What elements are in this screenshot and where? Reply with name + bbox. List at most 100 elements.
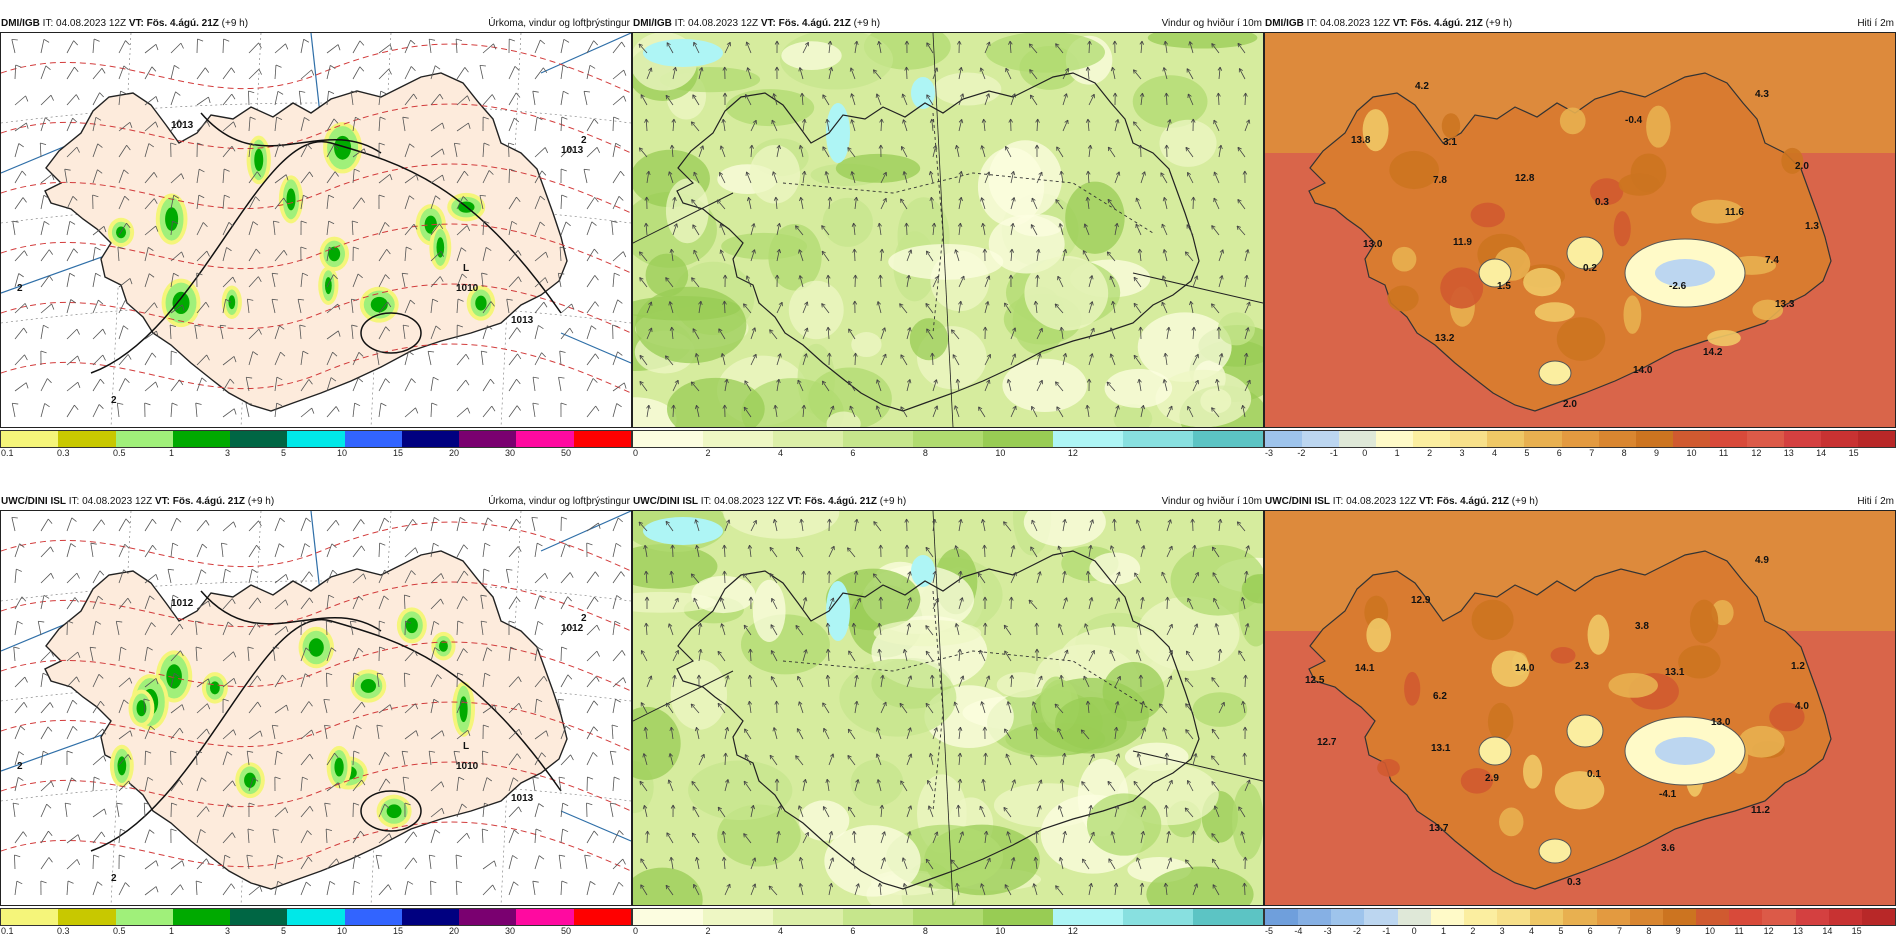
colorbar-tick-label: 10 — [995, 926, 1006, 936]
iceland-coastline — [676, 550, 1200, 890]
colorbar-tick-label: 10 — [337, 926, 348, 936]
colorbar-swatch — [1463, 909, 1498, 925]
isobars — [90, 112, 562, 374]
map-canvas: 4.9 12.9 3.8 12.5 14.1 6.2 14.0 2.3 13.1 1.2 12.7 1… — [1265, 511, 1895, 905]
map-label: 2 — [581, 135, 587, 146]
colorbar-tick-label: 12 — [1751, 448, 1762, 458]
map-label: 1010 — [456, 761, 479, 772]
colorbar-swatch — [1497, 909, 1531, 925]
colorbar-swatch — [573, 909, 631, 925]
temperature-label: 11.2 — [1751, 805, 1770, 816]
model-name: UWC/DINI ISL — [1, 496, 66, 507]
colorbar-swatch — [913, 909, 983, 925]
model-name: UWC/DINI ISL — [1265, 496, 1330, 507]
init-time: IT: 04.08.2023 12Z — [68, 496, 153, 507]
colorbar-tick-label: 0 — [1362, 448, 1368, 458]
temperature-label: 6.2 — [1433, 691, 1447, 702]
colorbar-tick-label: 3 — [225, 926, 231, 936]
glacier — [1566, 714, 1604, 748]
colorbar-tick-label: 8 — [922, 448, 928, 458]
colorbar-tick-label: -1 — [1329, 448, 1338, 458]
temperature-label: 13.2 — [1435, 333, 1455, 344]
colorbar-tick-label: 4 — [1529, 926, 1535, 936]
colorbar-ticks: 0.1 0.3 0.5 1 3 5 10 15 20 30 50 — [0, 448, 632, 460]
colorbar — [1264, 430, 1896, 448]
colorbar-tick-label: 6 — [1587, 926, 1593, 936]
colorbar-tick-label: -3 — [1323, 926, 1332, 936]
temperature-label: 2.3 — [1575, 661, 1589, 672]
colorbar-tick-label: 0.1 — [1, 926, 14, 936]
dashed-isotherms — [1, 43, 631, 394]
init-time: IT: 04.08.2023 12Z — [1332, 496, 1417, 507]
colorbar-swatch — [1561, 431, 1599, 447]
colorbar-swatch — [1662, 909, 1697, 925]
colorbar-swatch — [516, 431, 574, 447]
product-name: Hiti í 2m — [1857, 18, 1894, 29]
temperature-label: 11.6 — [1725, 207, 1744, 218]
colorbar-tick-label: 1 — [169, 448, 175, 458]
colorbar-swatch — [1487, 431, 1525, 447]
map-canvas — [633, 511, 1263, 905]
colorbar-swatch — [633, 431, 703, 447]
colorbar-swatch — [1762, 909, 1796, 925]
colorbar-tick-label: 13 — [1783, 448, 1794, 458]
colorbar-ticks: -5 -4 -3 -2 -1 0 1 2 3 4 5 6 7 8 9 10 11 12 13 14 15 — [1264, 926, 1896, 938]
colorbar-tick-label: 0.1 — [1, 448, 14, 458]
panel-title-bar: UWC/DINI ISL IT: 04.08.2023 12Z VT: Fös.… — [1264, 494, 1896, 510]
colorbar-swatch — [230, 431, 288, 447]
colorbar-swatch — [1123, 431, 1193, 447]
temperature-label: 4.9 — [1755, 555, 1769, 566]
colorbar-tick-label: -1 — [1382, 926, 1391, 936]
colorbar-swatch — [1746, 431, 1784, 447]
colorbar-ticks: -3 -2 -1 0 1 2 3 4 5 6 7 8 9 10 11 12 13 14 15 — [1264, 448, 1896, 460]
colorbar-tick-label: 7 — [1617, 926, 1623, 936]
temperature-label: 3.8 — [1635, 621, 1649, 632]
colorbar-swatch — [1339, 431, 1377, 447]
panel-run-info: DMI/IGB IT: 04.08.2023 12Z VT: Fös. 4.ág… — [633, 16, 880, 32]
colorbar-tick-label: 5 — [1524, 448, 1530, 458]
forecast-offset: (+9 h) — [1485, 18, 1513, 29]
colorbar-tick-label: -3 — [1265, 448, 1274, 458]
glacier — [1478, 258, 1512, 288]
colorbar-swatch — [344, 909, 402, 925]
map-area — [632, 510, 1264, 906]
temperature-label: 13.7 — [1429, 823, 1449, 834]
init-time: IT: 04.08.2023 12Z — [42, 18, 127, 29]
colorbar-ticks: 0 2 4 6 8 10 12 — [632, 926, 1264, 938]
glacier-core — [1655, 737, 1715, 765]
init-time: IT: 04.08.2023 12Z — [700, 496, 785, 507]
colorbar-swatch — [344, 431, 402, 447]
temperature-label: 13.1 — [1431, 743, 1451, 754]
colorbar-swatch — [1524, 431, 1562, 447]
colorbar-swatch — [1413, 431, 1451, 447]
glacier — [1538, 838, 1572, 864]
colorbar-swatch — [1302, 431, 1340, 447]
colorbar-tick-label: 15 — [393, 926, 404, 936]
map-area: 4.9 12.9 3.8 12.5 14.1 6.2 14.0 2.3 13.1 1.2 12.7 1… — [1264, 510, 1896, 906]
colorbar-tick-label: 14 — [1816, 448, 1827, 458]
panel-run-info: UWC/DINI ISL IT: 04.08.2023 12Z VT: Fös.… — [1, 494, 274, 510]
colorbar-swatch — [58, 909, 116, 925]
panel-run-info: DMI/IGB IT: 04.08.2023 12Z VT: Fös. 4.ág… — [1265, 16, 1512, 32]
temperature-label: 4.3 — [1755, 89, 1769, 100]
colorbar-swatch — [1598, 431, 1636, 447]
colorbar-swatch — [1123, 909, 1193, 925]
colorbar — [632, 908, 1264, 926]
colorbar — [0, 430, 632, 448]
colorbar-swatch — [773, 909, 843, 925]
map-label: 1013 — [511, 793, 534, 804]
colorbar-tick-label: 5 — [1558, 926, 1564, 936]
colorbar-swatch — [1364, 909, 1398, 925]
temperature-label: 14.1 — [1355, 663, 1375, 674]
forecast-offset: (+9 h) — [221, 18, 249, 29]
temperature-label: 0.3 — [1595, 197, 1609, 208]
temperature-label: 14.0 — [1633, 365, 1653, 376]
colorbar-tick-label: 8 — [1621, 448, 1627, 458]
colorbar-tick-label: 15 — [1851, 926, 1862, 936]
colorbar-tick-label: 10 — [1705, 926, 1716, 936]
colorbar-tick-label: 9 — [1654, 448, 1660, 458]
temperature-label: -2.6 — [1669, 281, 1687, 292]
colorbar-swatch — [1265, 431, 1303, 447]
colorbar-swatch — [1635, 431, 1673, 447]
